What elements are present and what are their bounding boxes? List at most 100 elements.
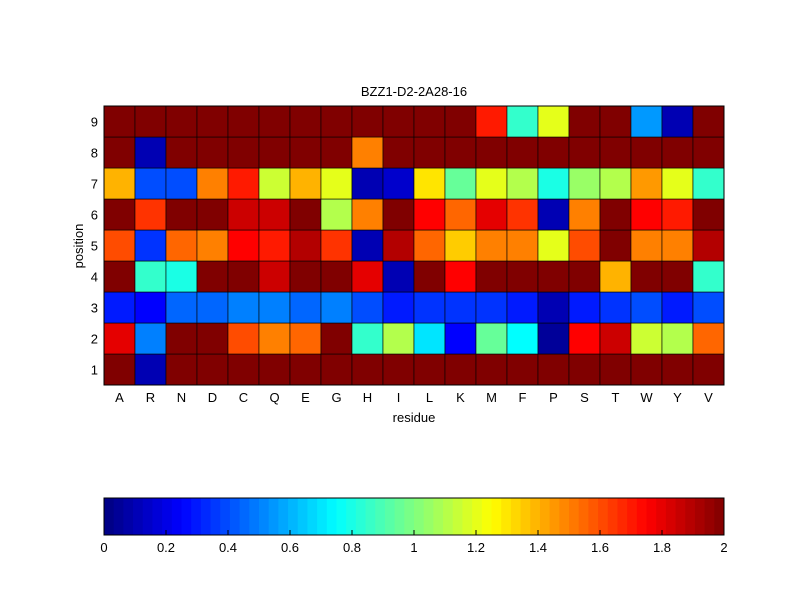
heatmap-cell bbox=[506, 136, 539, 169]
x-tick-label: K bbox=[456, 390, 465, 405]
heatmap-cell bbox=[320, 322, 353, 355]
y-tick-label: 7 bbox=[91, 177, 98, 192]
heatmap-cell bbox=[444, 353, 477, 386]
heatmap-cell bbox=[134, 322, 167, 355]
heatmap-cell bbox=[537, 198, 570, 231]
colorbar-step bbox=[346, 498, 357, 535]
x-tick-label: H bbox=[363, 390, 372, 405]
colorbar-step bbox=[355, 498, 367, 535]
heatmap-cell bbox=[599, 136, 632, 169]
x-tick-label: G bbox=[331, 390, 341, 405]
colorbar-step bbox=[113, 498, 124, 535]
heatmap-cell bbox=[196, 167, 229, 200]
heatmap-cell bbox=[258, 260, 291, 293]
colorbar-step bbox=[588, 498, 599, 535]
heatmap-cell bbox=[320, 353, 353, 386]
heatmap-cell bbox=[165, 229, 198, 262]
heatmap-cell bbox=[165, 260, 198, 293]
y-tick-label: 2 bbox=[91, 332, 98, 347]
heatmap-cell bbox=[661, 136, 694, 169]
heatmap-cell bbox=[382, 105, 415, 138]
heatmap-cell bbox=[630, 353, 663, 386]
heatmap-cell bbox=[661, 229, 694, 262]
heatmap-cell bbox=[537, 136, 570, 169]
heatmap-cell bbox=[258, 105, 291, 138]
x-tick-label: N bbox=[177, 390, 186, 405]
heatmap-cell bbox=[568, 198, 601, 231]
x-tick-label: W bbox=[640, 390, 653, 405]
heatmap-cell bbox=[475, 291, 508, 324]
heatmap-cell bbox=[413, 291, 446, 324]
colorbar-step bbox=[278, 498, 289, 535]
heatmap-cell bbox=[351, 167, 384, 200]
heatmap-cell bbox=[568, 353, 601, 386]
heatmap-cell bbox=[320, 198, 353, 231]
y-tick-label: 6 bbox=[91, 208, 98, 223]
y-tick-label: 8 bbox=[91, 146, 98, 161]
heatmap-cell bbox=[599, 198, 632, 231]
colorbar-step bbox=[704, 498, 715, 535]
heatmap-cell bbox=[320, 260, 353, 293]
x-tick-label: D bbox=[208, 390, 217, 405]
heatmap-cell bbox=[661, 322, 694, 355]
colorbar-step bbox=[326, 498, 337, 535]
x-tick-label: P bbox=[549, 390, 558, 405]
heatmap-cell bbox=[351, 322, 384, 355]
heatmap-cell bbox=[227, 167, 260, 200]
heatmap-cell bbox=[630, 105, 663, 138]
colorbar-tick-label: 2 bbox=[720, 540, 727, 555]
colorbar-step bbox=[133, 498, 144, 535]
heatmap-cell bbox=[568, 105, 601, 138]
heatmap-cell bbox=[630, 136, 663, 169]
heatmap-cell bbox=[413, 198, 446, 231]
heatmap-cell bbox=[320, 105, 353, 138]
heatmap-cell bbox=[351, 229, 384, 262]
heatmap-cell bbox=[196, 198, 229, 231]
x-tick-label: Y bbox=[673, 390, 682, 405]
colorbar-step bbox=[171, 498, 182, 535]
colorbar-step bbox=[443, 498, 454, 535]
heatmap-cell bbox=[103, 322, 136, 355]
heatmap-cell bbox=[134, 167, 167, 200]
colorbar-step bbox=[317, 498, 328, 535]
y-tick-label: 3 bbox=[91, 301, 98, 316]
colorbar-step bbox=[404, 498, 415, 535]
heatmap-cell bbox=[103, 198, 136, 231]
heatmap-cell bbox=[258, 353, 291, 386]
heatmap-cell bbox=[444, 260, 477, 293]
heatmap-cell bbox=[227, 136, 260, 169]
heatmap-cell bbox=[227, 291, 260, 324]
heatmap-cell bbox=[320, 229, 353, 262]
heatmap-cell bbox=[475, 198, 508, 231]
heatmap-cell bbox=[537, 353, 570, 386]
colorbar-step bbox=[336, 498, 347, 535]
colorbar-step bbox=[559, 498, 570, 535]
x-tick-label: A bbox=[115, 390, 124, 405]
colorbar-step bbox=[510, 498, 522, 535]
colorbar-step bbox=[259, 498, 270, 535]
heatmap-cell bbox=[661, 260, 694, 293]
heatmap-cell bbox=[320, 167, 353, 200]
heatmap-cell bbox=[630, 167, 663, 200]
heatmap-cell bbox=[134, 353, 167, 386]
plot-frame bbox=[103, 105, 725, 386]
heatmap-cell bbox=[382, 322, 415, 355]
heatmap-cell bbox=[413, 229, 446, 262]
heatmap-cell bbox=[289, 105, 322, 138]
heatmap-cell bbox=[444, 167, 477, 200]
heatmap-cell bbox=[382, 136, 415, 169]
colorbar-step bbox=[694, 498, 706, 535]
heatmap-cell bbox=[320, 291, 353, 324]
colorbar-tick-label: 0.6 bbox=[281, 540, 299, 555]
heatmap-cell bbox=[568, 291, 601, 324]
colorbar-step bbox=[142, 498, 153, 535]
heatmap-cell bbox=[537, 322, 570, 355]
colorbar-tick-label: 1.2 bbox=[467, 540, 485, 555]
heatmap-cell bbox=[134, 229, 167, 262]
colorbar-step bbox=[656, 498, 667, 535]
colorbar-step bbox=[539, 498, 551, 535]
heatmap-cell bbox=[413, 105, 446, 138]
x-tick-label: F bbox=[519, 390, 527, 405]
heatmap-cell bbox=[134, 136, 167, 169]
